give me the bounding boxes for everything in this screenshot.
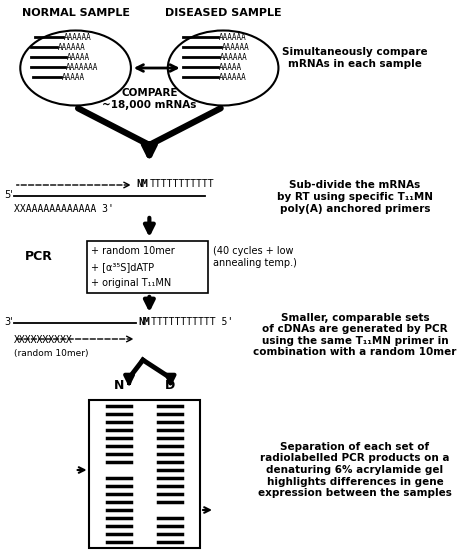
Text: D: D — [165, 379, 175, 392]
Text: DISEASED SAMPLE: DISEASED SAMPLE — [165, 8, 281, 18]
Text: + original T₁₁MN: + original T₁₁MN — [91, 278, 172, 288]
Text: AAAAAA: AAAAAA — [219, 32, 246, 42]
Text: COMPARE
~18,000 mRNAs: COMPARE ~18,000 mRNAs — [102, 88, 197, 111]
Text: NM: NM — [136, 179, 148, 189]
Text: AAAAAA: AAAAAA — [220, 52, 248, 62]
Text: XXXXXXXXXX: XXXXXXXXXX — [14, 335, 73, 345]
Text: PCR: PCR — [25, 250, 53, 262]
Text: AAAAA: AAAAA — [62, 72, 85, 82]
Text: Smaller, comparable sets
of cDNAs are generated by PCR
using the same T₁₁MN prim: Smaller, comparable sets of cDNAs are ge… — [253, 312, 457, 358]
Text: 3': 3' — [5, 317, 13, 327]
Text: NORMAL SAMPLE: NORMAL SAMPLE — [22, 8, 129, 18]
Text: AAAAAA: AAAAAA — [64, 32, 91, 42]
Text: AAAAA: AAAAA — [68, 52, 91, 62]
Text: XXAAAAAAAAAAAA 3': XXAAAAAAAAAAAA 3' — [14, 204, 113, 214]
Text: N: N — [114, 379, 124, 392]
Text: (random 10mer): (random 10mer) — [14, 349, 88, 358]
Text: TTTTTTTTTTT 5': TTTTTTTTTTT 5' — [151, 317, 234, 327]
Text: Simultaneously compare
mRNAs in each sample: Simultaneously compare mRNAs in each sam… — [282, 47, 428, 69]
Text: + [α³⁵S]dATP: + [α³⁵S]dATP — [91, 262, 154, 272]
Text: 5': 5' — [5, 190, 13, 200]
Bar — [90, 400, 200, 548]
Text: AAAAAA: AAAAAA — [222, 42, 250, 52]
Text: AAAAAA: AAAAAA — [219, 72, 246, 82]
Text: + random 10mer: + random 10mer — [91, 246, 175, 256]
Text: (40 cycles + low
annealing temp.): (40 cycles + low annealing temp.) — [213, 246, 297, 267]
Text: AAAAAAA: AAAAAAA — [66, 62, 98, 72]
Text: Separation of each set of
radiolabelled PCR products on a
denaturing 6% acrylami: Separation of each set of radiolabelled … — [258, 442, 452, 498]
Text: AAAAA: AAAAA — [219, 62, 242, 72]
Text: TTTTTTTTTTT: TTTTTTTTTTT — [149, 179, 214, 189]
Text: NM: NM — [138, 317, 150, 327]
Text: Sub-divide the mRNAs
by RT using specific T₁₁MN
poly(A) anchored primers: Sub-divide the mRNAs by RT using specifi… — [277, 180, 433, 214]
Text: AAAAAA: AAAAAA — [58, 42, 86, 52]
